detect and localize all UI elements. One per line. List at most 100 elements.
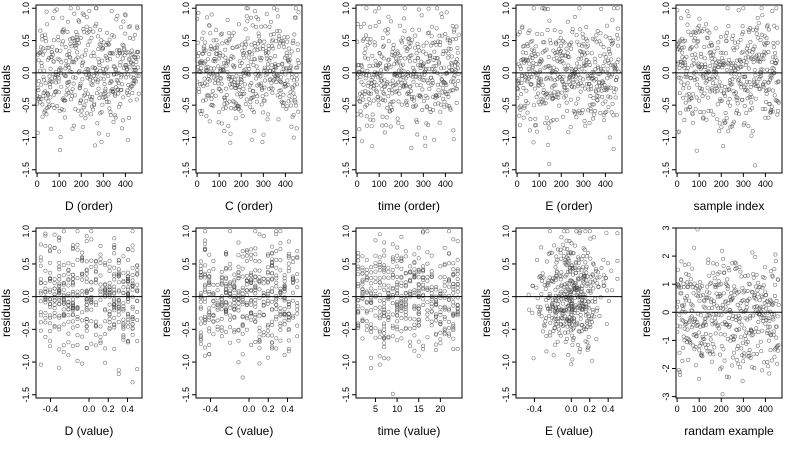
data-point bbox=[382, 305, 387, 310]
data-point bbox=[267, 58, 272, 63]
data-point bbox=[721, 263, 726, 268]
data-point bbox=[47, 297, 52, 302]
data-point bbox=[58, 135, 63, 140]
data-point bbox=[278, 289, 283, 294]
data-point bbox=[729, 290, 734, 295]
data-point bbox=[198, 321, 203, 326]
data-point bbox=[421, 287, 426, 292]
data-point bbox=[238, 108, 243, 113]
data-point bbox=[735, 95, 740, 100]
data-point bbox=[223, 97, 228, 102]
data-point bbox=[455, 66, 460, 71]
data-point bbox=[711, 299, 716, 304]
data-point bbox=[395, 116, 400, 121]
data-point bbox=[244, 249, 249, 254]
y-tick-label: -1.5 bbox=[341, 387, 351, 403]
data-point bbox=[370, 144, 375, 149]
data-point bbox=[52, 310, 57, 315]
data-point bbox=[421, 268, 426, 273]
data-point bbox=[99, 110, 104, 115]
x-tick-label: 300 bbox=[736, 404, 751, 414]
data-point bbox=[570, 27, 575, 32]
data-point bbox=[378, 61, 383, 66]
data-point bbox=[583, 260, 588, 265]
plot-frame bbox=[515, 227, 623, 399]
data-point bbox=[63, 45, 68, 50]
data-point bbox=[44, 96, 49, 101]
data-point bbox=[610, 41, 615, 46]
data-point bbox=[444, 103, 449, 108]
data-point bbox=[530, 64, 535, 69]
data-point bbox=[374, 90, 379, 95]
data-point bbox=[403, 280, 408, 285]
data-point bbox=[272, 77, 277, 82]
data-point bbox=[43, 300, 48, 305]
y-tick-label: -1.5 bbox=[181, 387, 191, 403]
data-point bbox=[84, 271, 89, 276]
data-point bbox=[129, 74, 134, 79]
data-point bbox=[130, 272, 135, 277]
data-point bbox=[407, 45, 412, 50]
data-point bbox=[570, 357, 575, 362]
data-point bbox=[559, 256, 564, 261]
data-point bbox=[89, 53, 94, 58]
data-point bbox=[416, 256, 421, 261]
data-point bbox=[233, 77, 238, 82]
data-point bbox=[214, 38, 219, 43]
data-point bbox=[198, 305, 203, 310]
data-point bbox=[720, 306, 725, 311]
data-point bbox=[377, 330, 382, 335]
data-point bbox=[135, 267, 140, 272]
data-point bbox=[278, 305, 283, 310]
data-point bbox=[416, 7, 421, 12]
data-point bbox=[447, 40, 452, 45]
data-point bbox=[742, 121, 747, 126]
data-point bbox=[377, 309, 382, 314]
data-point bbox=[425, 286, 430, 291]
data-point bbox=[368, 37, 373, 42]
data-point bbox=[364, 319, 369, 324]
data-point bbox=[438, 82, 443, 87]
data-point bbox=[543, 121, 548, 126]
data-point bbox=[698, 293, 703, 298]
data-point bbox=[43, 310, 48, 315]
data-point bbox=[566, 352, 571, 357]
data-point bbox=[395, 245, 400, 250]
data-point bbox=[604, 322, 609, 327]
data-point bbox=[552, 342, 557, 347]
data-point bbox=[70, 247, 75, 252]
data-point bbox=[95, 121, 100, 126]
data-point bbox=[290, 290, 295, 295]
data-point bbox=[429, 272, 434, 277]
data-point bbox=[419, 95, 424, 100]
data-point bbox=[745, 43, 750, 48]
data-point bbox=[773, 50, 778, 55]
data-point bbox=[123, 13, 128, 18]
data-point bbox=[83, 52, 88, 57]
data-point bbox=[408, 291, 413, 296]
data-point bbox=[373, 335, 378, 340]
data-point bbox=[219, 274, 224, 279]
data-point bbox=[386, 269, 391, 274]
data-point bbox=[696, 330, 701, 335]
data-point bbox=[277, 29, 282, 34]
data-point bbox=[744, 305, 749, 310]
data-point bbox=[130, 229, 135, 234]
data-point bbox=[59, 84, 64, 89]
data-point bbox=[434, 26, 439, 31]
data-point bbox=[395, 327, 400, 332]
data-point bbox=[714, 71, 719, 76]
data-point bbox=[278, 286, 283, 291]
data-point bbox=[594, 267, 599, 272]
data-point bbox=[715, 102, 720, 107]
data-point bbox=[129, 48, 134, 53]
y-axis-label: residuals bbox=[479, 289, 493, 337]
data-point bbox=[390, 255, 395, 260]
data-point bbox=[456, 78, 461, 83]
data-point bbox=[546, 121, 551, 126]
data-point bbox=[82, 70, 87, 75]
data-point bbox=[771, 55, 776, 60]
data-point bbox=[615, 32, 620, 37]
data-point bbox=[416, 288, 421, 293]
data-point bbox=[429, 285, 434, 290]
